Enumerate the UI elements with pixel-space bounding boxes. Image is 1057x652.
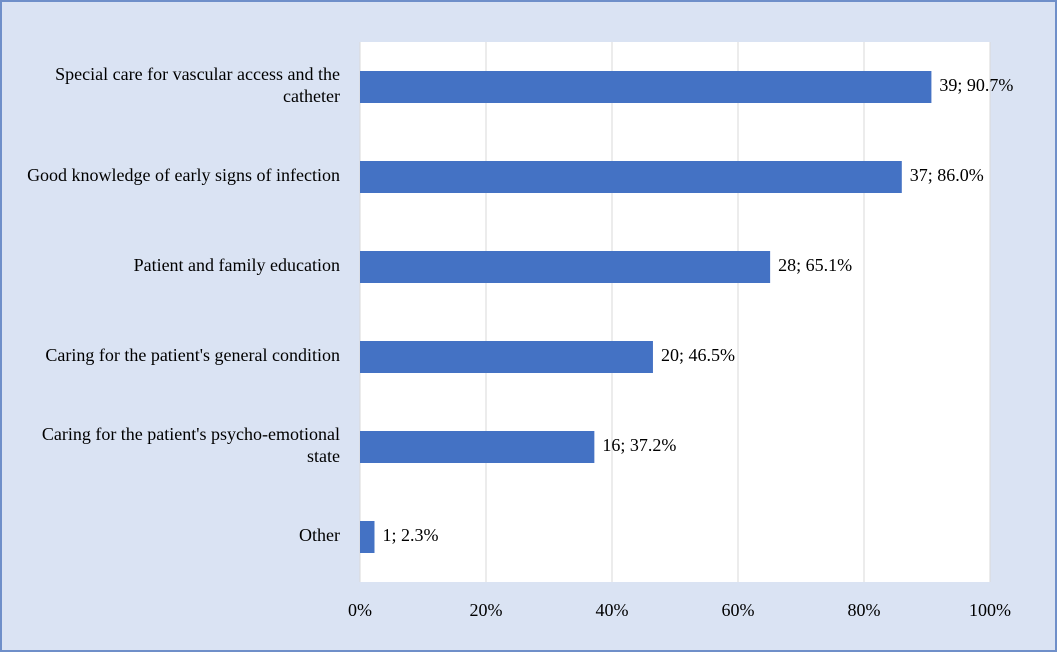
y-tick-label: Caring for the patient's general conditi… [45,345,340,365]
bar [360,161,902,193]
bar [360,251,771,283]
plot-area [360,42,990,582]
y-tick-label: Other [299,525,340,545]
data-label: 16; 37.2% [602,435,676,455]
bar [360,521,375,553]
bar [360,431,595,463]
x-tick-label: 20% [470,600,503,620]
data-label: 28; 65.1% [778,255,852,275]
bar [360,341,653,373]
x-tick-label: 100% [969,600,1011,620]
data-label: 1; 2.3% [382,525,438,545]
y-tick-label: Special care for vascular access and the… [55,64,340,106]
data-label: 37; 86.0% [910,165,984,185]
y-tick-label: Patient and family education [134,255,340,275]
data-label: 39; 90.7% [939,75,1013,95]
x-tick-label: 40% [596,600,629,620]
x-tick-label: 60% [722,600,755,620]
y-tick-label: Caring for the patient's psycho-emotiona… [42,424,340,466]
x-tick-label: 80% [848,600,881,620]
data-label: 20; 46.5% [661,345,735,365]
y-tick-label: Good knowledge of early signs of infecti… [27,165,340,185]
bar [360,71,932,103]
x-tick-label: 0% [348,600,372,620]
